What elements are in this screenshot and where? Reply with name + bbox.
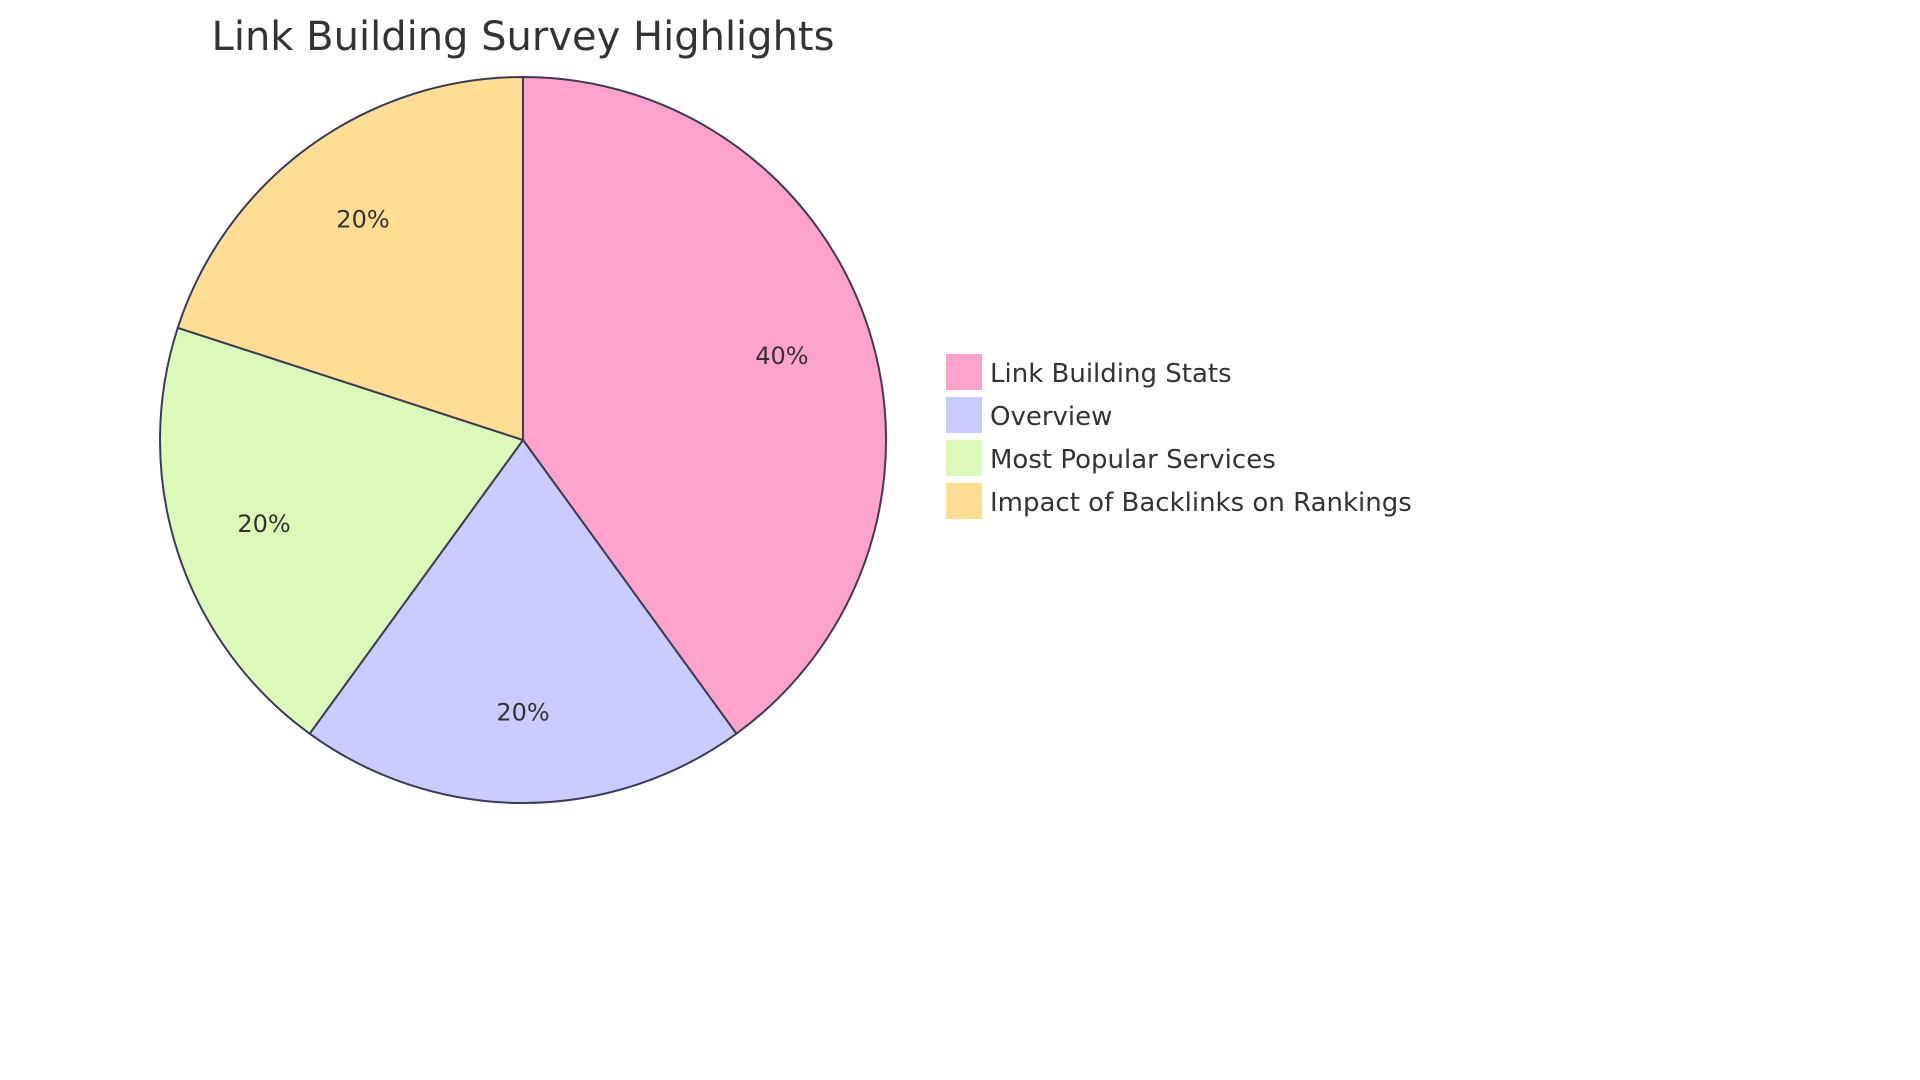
legend-swatch — [946, 440, 982, 476]
legend-swatch — [946, 483, 982, 519]
legend-swatch — [946, 397, 982, 433]
slice-label: 20% — [237, 510, 290, 538]
chart-title: Link Building Survey Highlights — [212, 14, 835, 60]
slice-label: 20% — [496, 698, 549, 726]
legend-label: Most Popular Services — [990, 445, 1276, 475]
legend-label: Overview — [990, 402, 1112, 432]
slice-label: 40% — [755, 342, 808, 370]
legend-swatch — [946, 354, 982, 390]
pie-slice-3 — [176, 75, 524, 442]
slice-label: 20% — [336, 206, 389, 234]
legend-label: Impact of Backlinks on Rankings — [990, 488, 1412, 518]
legend-label: Link Building Stats — [990, 359, 1232, 389]
pie-slice-2 — [159, 326, 525, 736]
pie-slice-1 — [308, 438, 738, 804]
pie-slice-0 — [522, 75, 887, 736]
